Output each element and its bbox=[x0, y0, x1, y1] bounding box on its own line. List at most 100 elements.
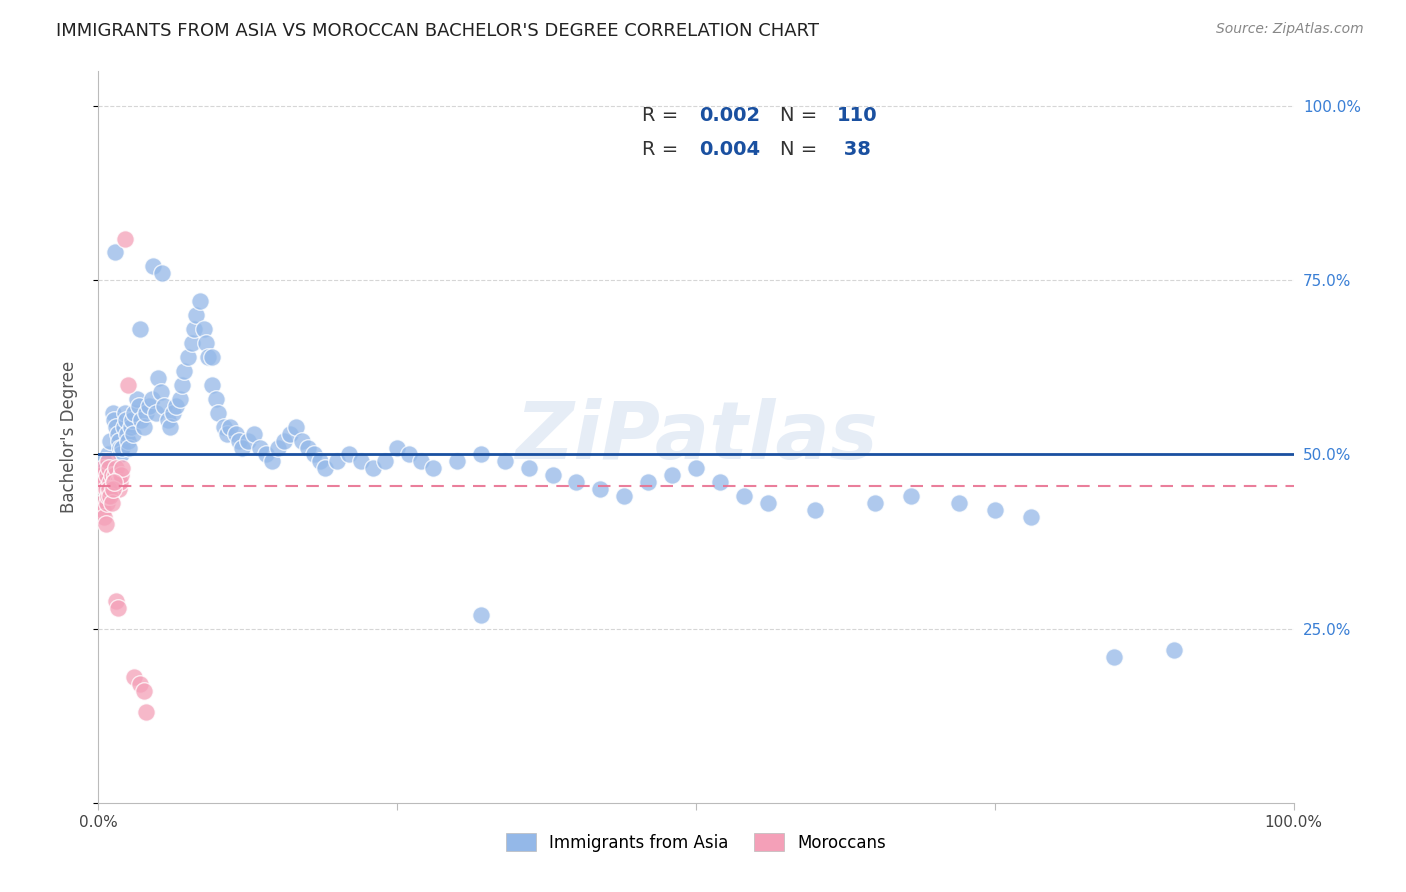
Point bbox=[148, 371, 170, 385]
Point bbox=[385, 441, 409, 455]
Point bbox=[494, 454, 516, 468]
Point bbox=[107, 426, 129, 441]
Point bbox=[125, 392, 148, 406]
Point bbox=[110, 448, 132, 462]
Point bbox=[91, 468, 114, 483]
Point bbox=[804, 503, 827, 517]
Text: R =: R = bbox=[643, 140, 685, 159]
Point bbox=[900, 489, 922, 503]
Point bbox=[124, 406, 146, 420]
Point bbox=[150, 266, 173, 280]
Point bbox=[91, 503, 114, 517]
Point bbox=[97, 489, 120, 503]
Point bbox=[613, 489, 636, 503]
Point bbox=[100, 496, 122, 510]
Point bbox=[180, 336, 202, 351]
Point bbox=[132, 684, 155, 698]
Point bbox=[138, 399, 160, 413]
Point bbox=[124, 670, 146, 684]
Point bbox=[98, 434, 122, 448]
Point bbox=[541, 468, 564, 483]
Point bbox=[131, 412, 153, 426]
Point bbox=[249, 441, 271, 455]
Point bbox=[565, 475, 588, 490]
Point bbox=[709, 475, 731, 490]
Point bbox=[637, 475, 659, 490]
Text: ZiPatlas: ZiPatlas bbox=[515, 398, 877, 476]
Point bbox=[254, 448, 277, 462]
Point bbox=[101, 483, 124, 497]
Point bbox=[156, 412, 179, 426]
Point bbox=[98, 483, 121, 497]
Point bbox=[236, 434, 259, 448]
Point bbox=[98, 461, 121, 475]
Point bbox=[110, 468, 132, 483]
Point bbox=[135, 705, 157, 719]
Point bbox=[120, 419, 142, 434]
Point bbox=[661, 468, 683, 483]
Text: 0.002: 0.002 bbox=[700, 106, 761, 125]
Point bbox=[273, 434, 295, 448]
Point bbox=[145, 406, 167, 420]
Point bbox=[207, 406, 229, 420]
Point bbox=[865, 496, 887, 510]
Point bbox=[96, 468, 118, 483]
Point bbox=[97, 448, 120, 462]
Point bbox=[169, 392, 191, 406]
Point bbox=[291, 434, 314, 448]
Point bbox=[101, 483, 124, 497]
Point bbox=[149, 384, 172, 399]
Point bbox=[685, 461, 707, 475]
Point bbox=[159, 419, 181, 434]
Point bbox=[98, 489, 122, 503]
Point bbox=[105, 419, 128, 434]
Text: Source: ZipAtlas.com: Source: ZipAtlas.com bbox=[1216, 22, 1364, 37]
Point bbox=[162, 406, 184, 420]
Point bbox=[183, 322, 205, 336]
Text: R =: R = bbox=[643, 106, 685, 125]
Text: 38: 38 bbox=[837, 140, 870, 159]
Point bbox=[108, 475, 131, 490]
Point bbox=[107, 483, 129, 497]
Point bbox=[363, 461, 385, 475]
Point bbox=[100, 468, 122, 483]
Point bbox=[90, 475, 112, 490]
Point bbox=[128, 399, 150, 413]
Point bbox=[948, 496, 970, 510]
Point bbox=[984, 503, 1007, 517]
Text: IMMIGRANTS FROM ASIA VS MOROCCAN BACHELOR'S DEGREE CORRELATION CHART: IMMIGRANTS FROM ASIA VS MOROCCAN BACHELO… bbox=[56, 22, 820, 40]
Point bbox=[374, 454, 396, 468]
Point bbox=[339, 448, 361, 462]
Point bbox=[107, 475, 129, 490]
Y-axis label: Bachelor's Degree: Bachelor's Degree bbox=[59, 361, 77, 513]
Point bbox=[297, 441, 319, 455]
Point bbox=[278, 426, 301, 441]
Point bbox=[94, 517, 117, 532]
Point bbox=[733, 489, 755, 503]
Point bbox=[204, 392, 226, 406]
Point bbox=[129, 677, 152, 691]
Point bbox=[141, 392, 163, 406]
Point bbox=[411, 454, 433, 468]
Point bbox=[186, 308, 208, 322]
Point bbox=[326, 454, 349, 468]
Point bbox=[212, 419, 235, 434]
Point bbox=[107, 434, 129, 448]
Point bbox=[117, 377, 139, 392]
Point bbox=[115, 426, 138, 441]
Point bbox=[260, 454, 283, 468]
Point bbox=[470, 448, 492, 462]
Point bbox=[243, 426, 266, 441]
Point bbox=[219, 419, 242, 434]
Point bbox=[201, 377, 224, 392]
Point bbox=[101, 406, 124, 420]
Point bbox=[115, 412, 138, 426]
Point bbox=[98, 475, 121, 490]
Point bbox=[105, 461, 128, 475]
Point bbox=[108, 441, 131, 455]
Point bbox=[122, 426, 145, 441]
Point bbox=[142, 260, 165, 274]
Point bbox=[96, 468, 118, 483]
Point bbox=[114, 406, 136, 420]
Point bbox=[302, 448, 325, 462]
